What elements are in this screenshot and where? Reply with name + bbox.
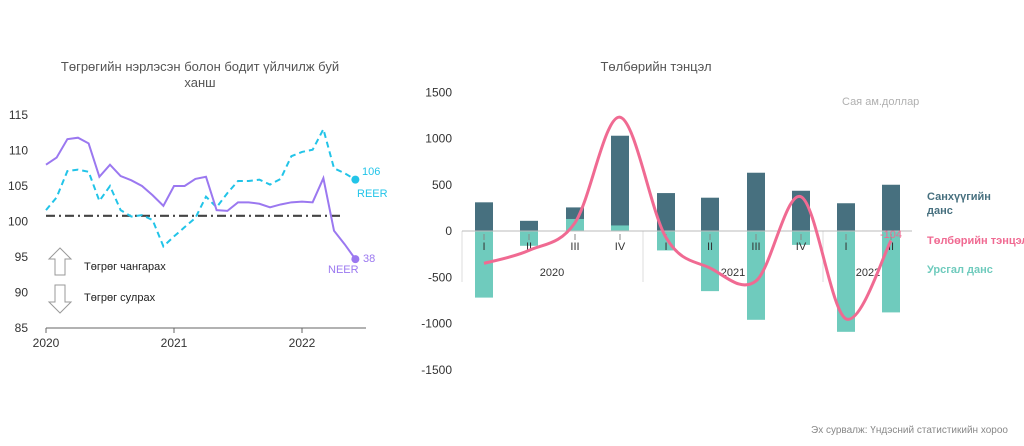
right-y-tick: 1000 <box>425 132 452 146</box>
financial-account-bar <box>882 184 900 231</box>
right-y-tick: 1500 <box>425 85 452 99</box>
quarter-label: I <box>482 241 485 253</box>
right-y-tick: -1500 <box>421 363 452 377</box>
financial-account-bar <box>837 203 855 231</box>
left-y-axis: 85 90 95 100 105 110 115 <box>8 108 28 335</box>
quarter-label: IV <box>615 241 626 253</box>
arrow-down-icon <box>47 284 73 314</box>
reer-series-label: REER <box>357 188 388 200</box>
quarter-label: II <box>526 241 532 253</box>
reer-line <box>45 126 356 249</box>
year-label: 2020 <box>540 267 564 279</box>
financial-account-bar <box>747 172 765 231</box>
quarter-label: IV <box>796 241 807 253</box>
financial-account-bar <box>611 135 629 231</box>
left-y-tick: 90 <box>15 286 29 300</box>
left-x-tick: 2022 <box>289 336 316 350</box>
financial-account-bar <box>475 202 493 231</box>
left-y-tick: 115 <box>9 108 28 122</box>
left-x-tick: 2021 <box>161 336 188 350</box>
exchange-rate-chart: Төгрөгийн нэрлэсэн болон бодит үйлчилж б… <box>8 59 388 350</box>
neer-series-label: NEER <box>328 264 359 276</box>
right-y-tick: 0 <box>445 224 452 238</box>
quarter-label: II <box>707 241 713 253</box>
financial-account-bar <box>520 220 538 231</box>
left-y-tick: 85 <box>15 321 29 335</box>
legend-current-account: Урсгал данс <box>927 264 993 276</box>
weaken-label: Төгрөг сулрах <box>84 292 156 304</box>
strengthen-label: Төгрөг чангарах <box>84 261 166 273</box>
legend-balance-of-payments: Төлбөрийн тэнцэл <box>927 235 1024 247</box>
left-y-tick: 105 <box>8 179 28 193</box>
left-chart-title-line-1: Төгрөгийн нэрлэсэн болон бодит үйлчилж б… <box>61 59 339 74</box>
year-label: 2022 <box>856 267 880 279</box>
right-chart-title: Төлбөрийн тэнцэл <box>600 59 711 74</box>
source-note: Эх сурвалж: Үндэсний статистикийн хороо <box>811 425 1008 436</box>
quarter-label: II <box>888 241 894 253</box>
current-account-bar <box>475 231 493 298</box>
right-y-axis: 1500 1000 500 0 -500 -1000 -1500 <box>421 85 452 377</box>
left-x-axis: 2020 2021 2022 <box>33 328 316 350</box>
quarter-label: I <box>844 241 847 253</box>
right-y-tick: 500 <box>432 178 452 192</box>
right-y-tick: -1000 <box>421 317 452 331</box>
right-y-tick: -500 <box>428 270 452 284</box>
balance-of-payments-chart: Төлбөрийн тэнцэл Сая ам.доллар 1500 1000 5… <box>421 59 1024 377</box>
bop-line <box>483 115 893 321</box>
current-account-bar <box>611 225 629 231</box>
neer-line <box>45 136 357 260</box>
year-labels: 2020 2021 2022 <box>540 267 880 279</box>
bop-end-value: -104 <box>880 229 902 241</box>
quarter-label: III <box>570 241 579 253</box>
left-y-tick: 95 <box>15 250 29 264</box>
legend-financial-account-line-1: Санхүүгийн <box>927 191 991 203</box>
left-x-tick: 2020 <box>33 336 60 350</box>
quarter-label: I <box>664 241 667 253</box>
left-y-tick: 110 <box>9 144 28 158</box>
current-account-bar <box>837 231 855 332</box>
year-dividers <box>461 230 912 282</box>
reer-end-value: 106 <box>362 166 380 178</box>
arrow-up-icon <box>47 247 73 276</box>
legend-financial-account-line-2: данс <box>927 205 953 217</box>
neer-end-marker <box>351 255 360 264</box>
unit-label: Сая ам.доллар <box>842 96 919 108</box>
quarter-labels: I II III IV I II III IV I II <box>482 234 894 253</box>
financial-account-bar <box>701 197 719 231</box>
quarter-label: III <box>751 241 760 253</box>
left-y-tick: 100 <box>8 215 28 229</box>
reer-end-marker <box>351 175 360 184</box>
current-account-bar <box>747 231 765 320</box>
neer-end-value: 38 <box>363 253 375 265</box>
year-label: 2021 <box>721 267 745 279</box>
financial-account-bar <box>657 193 675 231</box>
current-account-bar <box>701 231 719 292</box>
left-chart-title-line-2: ханш <box>184 75 215 90</box>
